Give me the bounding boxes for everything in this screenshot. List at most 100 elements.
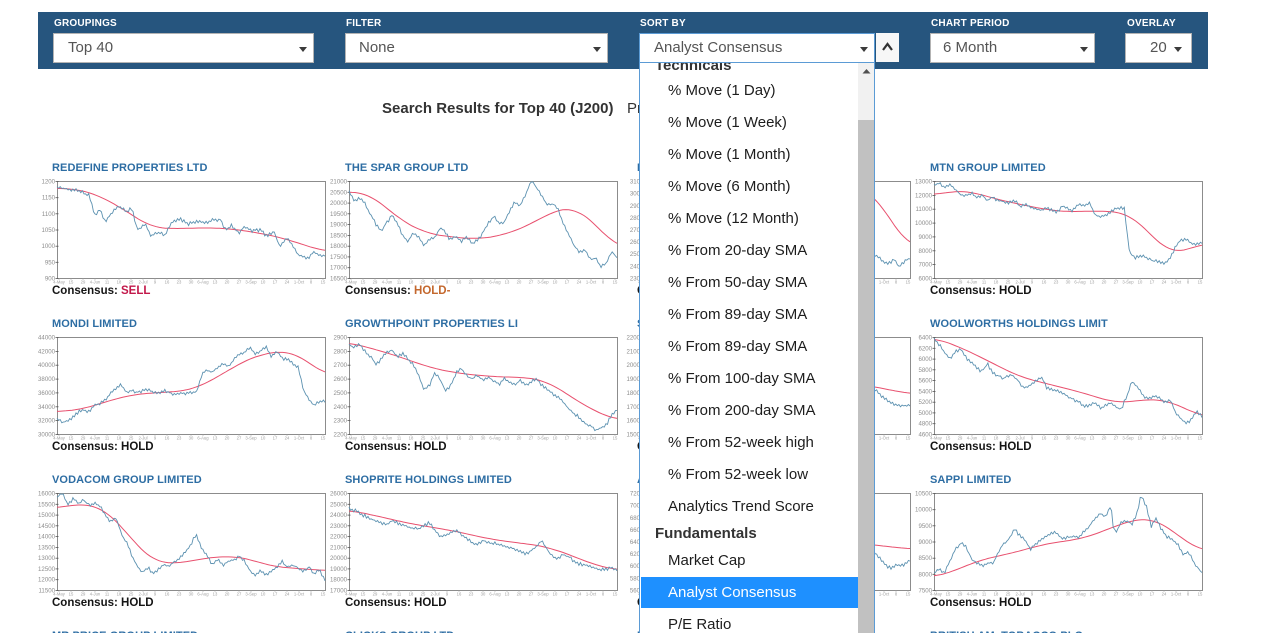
svg-text:9000: 9000	[918, 234, 932, 241]
svg-text:9: 9	[1031, 592, 1034, 597]
svg-text:29: 29	[373, 592, 378, 597]
svg-text:8: 8	[1187, 280, 1190, 285]
svg-text:25: 25	[1006, 592, 1011, 597]
svg-text:36000: 36000	[38, 390, 56, 397]
svg-text:20: 20	[1102, 436, 1107, 441]
svg-text:20: 20	[225, 592, 230, 597]
svg-text:13500: 13500	[38, 544, 56, 551]
svg-text:30: 30	[189, 280, 194, 285]
svg-text:4-Jun: 4-Jun	[90, 592, 101, 597]
svg-text:8500: 8500	[918, 555, 932, 562]
svg-text:6200: 6200	[918, 345, 932, 352]
svg-text:20: 20	[225, 280, 230, 285]
svg-text:27: 27	[1114, 280, 1119, 285]
svg-text:13: 13	[1090, 436, 1095, 441]
svg-text:560: 560	[630, 588, 641, 595]
svg-text:18: 18	[409, 592, 414, 597]
svg-text:13: 13	[505, 592, 510, 597]
svg-text:1-Oct: 1-Oct	[294, 280, 305, 285]
svg-text:10: 10	[1138, 280, 1143, 285]
svg-text:11: 11	[982, 592, 987, 597]
svg-text:6-Aug: 6-Aug	[489, 436, 501, 441]
svg-text:9: 9	[1031, 436, 1034, 441]
svg-text:15: 15	[1198, 592, 1203, 597]
svg-text:10000: 10000	[915, 507, 933, 514]
svg-text:20: 20	[225, 436, 230, 441]
svg-text:2800: 2800	[333, 348, 347, 355]
svg-text:30: 30	[1066, 592, 1071, 597]
svg-text:15: 15	[69, 436, 74, 441]
svg-text:9: 9	[446, 436, 449, 441]
svg-text:7000: 7000	[918, 262, 932, 269]
svg-text:24: 24	[1162, 436, 1167, 441]
svg-text:15: 15	[613, 592, 618, 597]
svg-text:9: 9	[1031, 280, 1034, 285]
svg-text:290: 290	[630, 203, 641, 210]
svg-text:4-Jun: 4-Jun	[967, 280, 978, 285]
svg-text:30: 30	[481, 592, 486, 597]
svg-text:17: 17	[565, 436, 570, 441]
svg-text:16: 16	[457, 436, 462, 441]
svg-text:10: 10	[261, 280, 266, 285]
svg-text:29: 29	[958, 592, 963, 597]
svg-text:25: 25	[1006, 436, 1011, 441]
svg-text:27: 27	[237, 280, 242, 285]
svg-text:6-Aug: 6-Aug	[489, 280, 501, 285]
svg-text:16: 16	[1042, 592, 1047, 597]
svg-text:10: 10	[553, 592, 558, 597]
svg-text:5000: 5000	[918, 410, 932, 417]
svg-text:3-Sep: 3-Sep	[537, 280, 549, 285]
svg-text:15: 15	[946, 592, 951, 597]
svg-text:19500: 19500	[330, 211, 348, 218]
svg-text:720: 720	[630, 491, 641, 498]
svg-text:27: 27	[237, 592, 242, 597]
svg-text:6400: 6400	[918, 335, 932, 342]
svg-text:10: 10	[1138, 592, 1143, 597]
svg-text:15500: 15500	[38, 501, 56, 508]
svg-text:8: 8	[602, 436, 605, 441]
svg-text:10: 10	[553, 280, 558, 285]
svg-text:11: 11	[397, 592, 402, 597]
svg-text:950: 950	[45, 259, 56, 266]
svg-text:13: 13	[1090, 592, 1095, 597]
svg-text:1900: 1900	[626, 376, 640, 383]
svg-text:17: 17	[565, 592, 570, 597]
svg-text:17: 17	[273, 592, 278, 597]
svg-text:3-Sep: 3-Sep	[1122, 592, 1134, 597]
svg-text:16: 16	[1042, 280, 1047, 285]
svg-text:17500: 17500	[330, 254, 348, 261]
svg-text:600: 600	[630, 563, 641, 570]
svg-text:29: 29	[81, 280, 86, 285]
svg-text:25000: 25000	[330, 501, 348, 508]
svg-text:11: 11	[982, 436, 987, 441]
svg-text:1-Oct: 1-Oct	[586, 592, 597, 597]
svg-text:2-Jul: 2-Jul	[1015, 280, 1024, 285]
svg-text:9000: 9000	[918, 539, 932, 546]
svg-text:13000: 13000	[915, 179, 933, 186]
svg-text:15: 15	[1198, 436, 1203, 441]
svg-text:1-Oct: 1-Oct	[586, 436, 597, 441]
svg-text:42000: 42000	[38, 348, 56, 355]
svg-text:18: 18	[994, 592, 999, 597]
svg-text:30: 30	[481, 436, 486, 441]
svg-text:4600: 4600	[918, 432, 932, 439]
svg-text:8000: 8000	[918, 571, 932, 578]
svg-text:38000: 38000	[38, 376, 56, 383]
svg-text:3-Sep: 3-Sep	[537, 436, 549, 441]
svg-text:1-Oct: 1-Oct	[1171, 592, 1182, 597]
svg-text:29: 29	[373, 280, 378, 285]
svg-text:30: 30	[481, 280, 486, 285]
svg-text:1700: 1700	[626, 404, 640, 411]
svg-text:13: 13	[505, 436, 510, 441]
svg-text:15: 15	[321, 436, 326, 441]
svg-text:4800: 4800	[918, 421, 932, 428]
svg-text:2-Jul: 2-Jul	[138, 436, 147, 441]
svg-text:700: 700	[630, 503, 641, 510]
svg-text:270: 270	[630, 227, 641, 234]
svg-text:1150: 1150	[42, 195, 56, 202]
svg-text:10: 10	[261, 592, 266, 597]
svg-text:27: 27	[1114, 436, 1119, 441]
svg-text:230: 230	[630, 276, 641, 283]
svg-text:1-Oct: 1-Oct	[879, 436, 890, 441]
svg-text:1050: 1050	[41, 227, 55, 234]
